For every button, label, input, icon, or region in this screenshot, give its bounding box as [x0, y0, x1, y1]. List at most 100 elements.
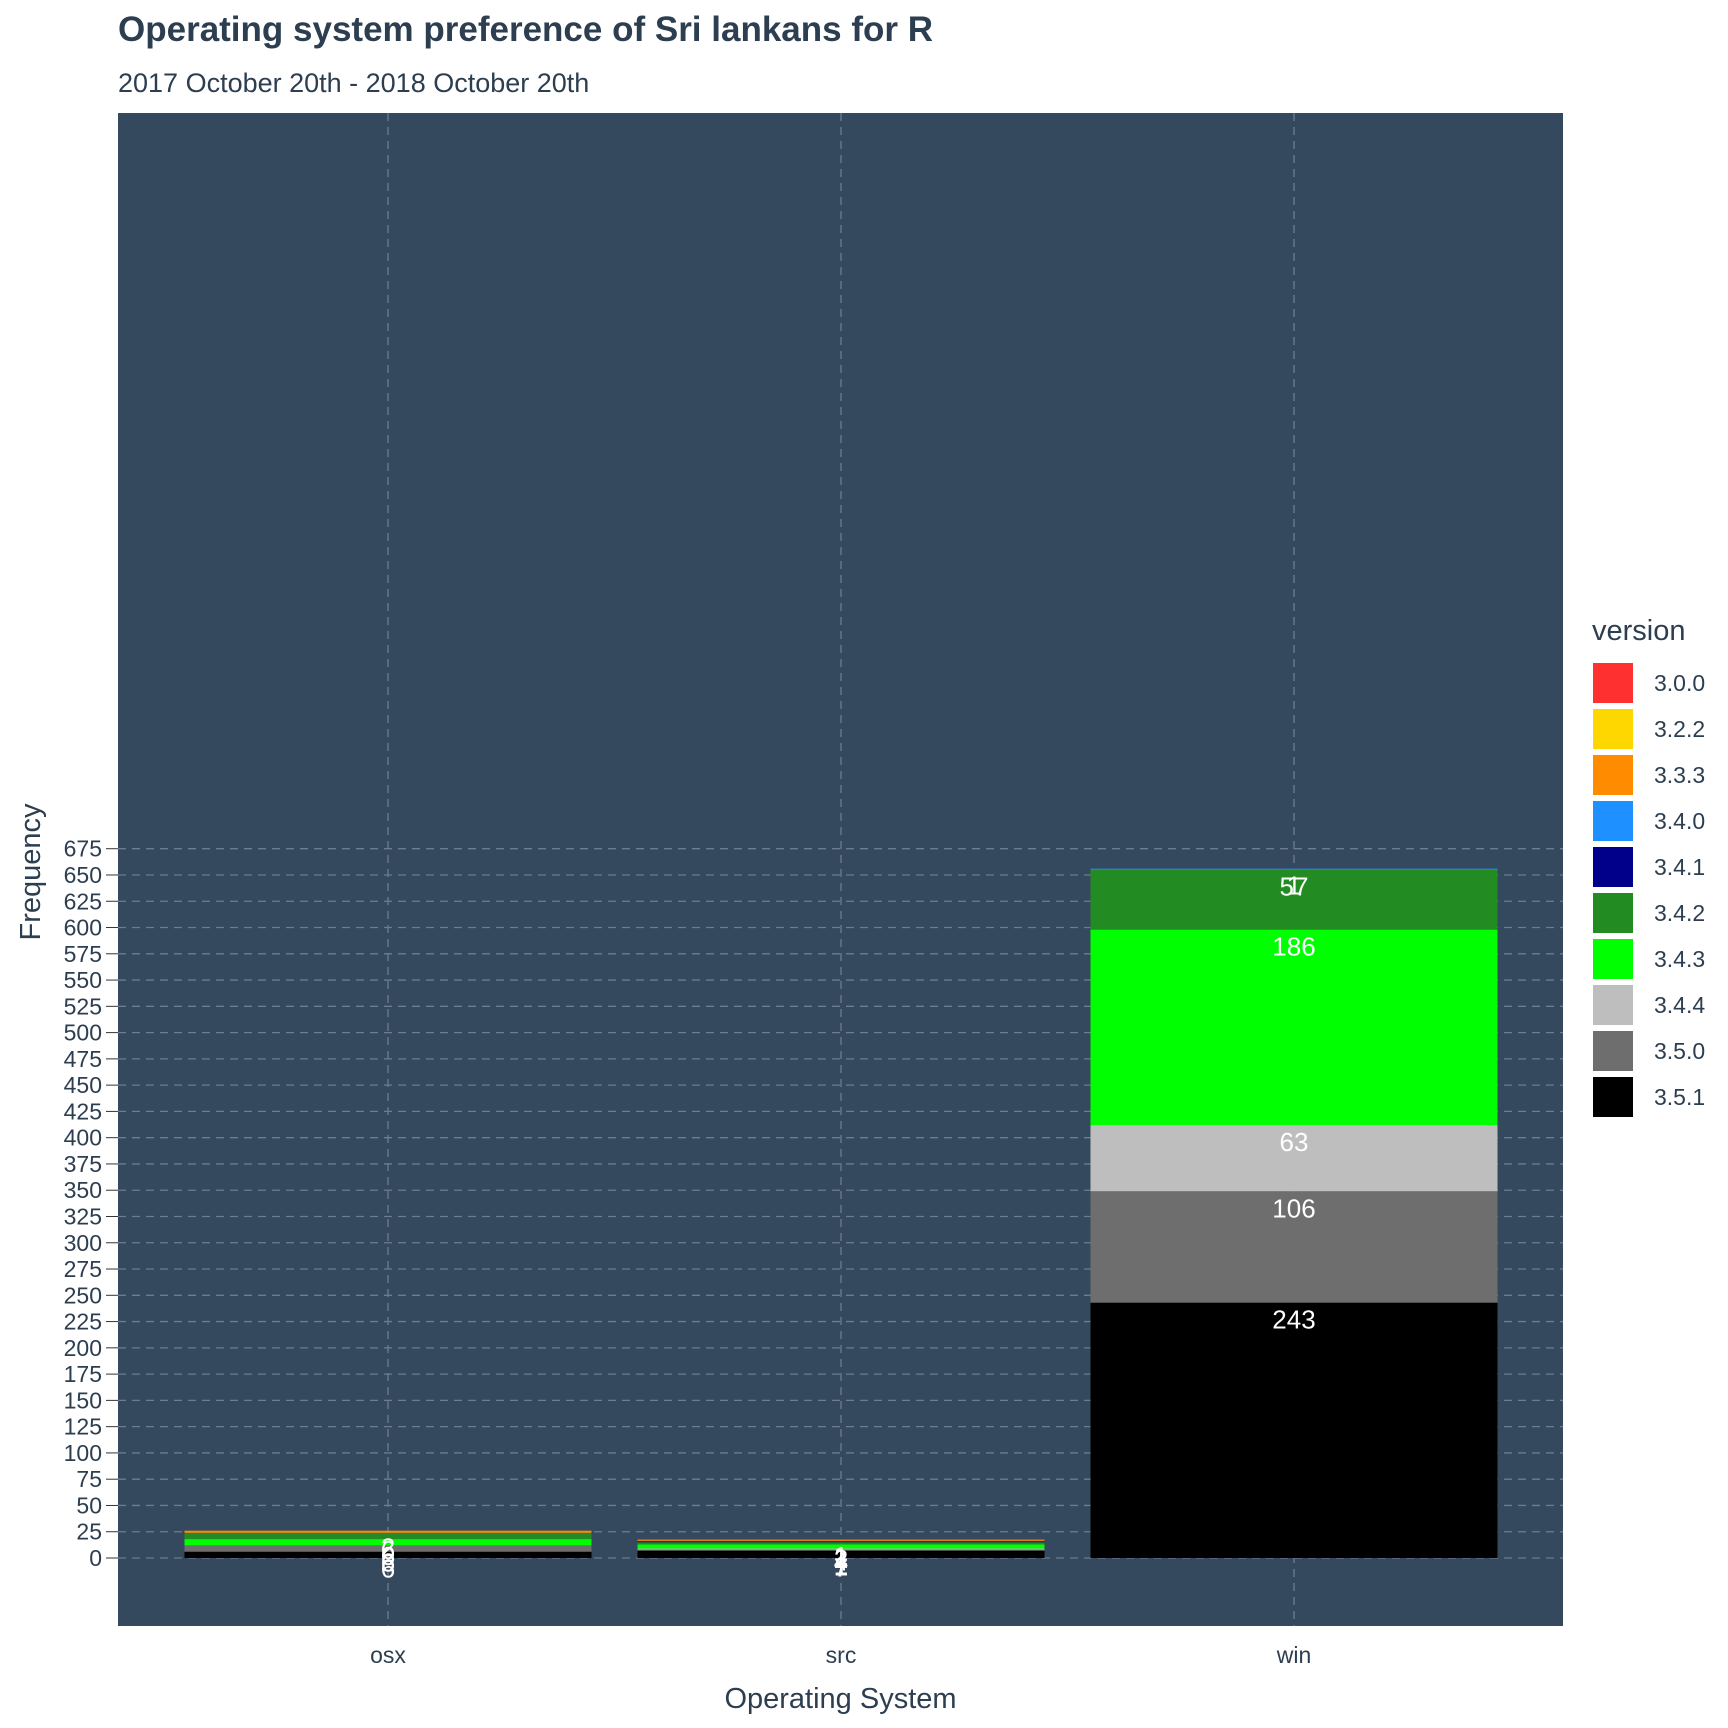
legend-title: version [1592, 615, 1686, 647]
y-tick-label: 0 [89, 1545, 102, 1571]
y-tick-label: 450 [64, 1072, 102, 1098]
legend-label: 3.0.0 [1654, 669, 1706, 696]
y-tick-label: 550 [64, 967, 102, 993]
legend-swatch [1592, 984, 1634, 1026]
y-tick-label: 300 [64, 1230, 102, 1256]
y-tick-label: 525 [64, 993, 102, 1019]
legend-label: 3.4.0 [1654, 807, 1706, 834]
y-tick-label: 125 [64, 1414, 102, 1440]
data-label: 6 [381, 1547, 395, 1577]
legend-item: 3.4.1 [1592, 844, 1705, 890]
y-tick-label: 375 [64, 1151, 102, 1177]
y-tick-label: 200 [64, 1335, 102, 1361]
bar-segment [637, 1548, 1045, 1550]
legend-label: 3.4.4 [1654, 991, 1706, 1018]
data-label: 1 [1287, 871, 1301, 901]
y-tick-label: 400 [64, 1125, 102, 1151]
data-label: 63 [1280, 1127, 1309, 1157]
bar-segment [637, 1550, 1045, 1558]
y-tick-label: 500 [64, 1020, 102, 1046]
y-axis-ticks: 0255075100125150175200225250275300325350… [64, 836, 118, 1571]
y-tick-label: 275 [64, 1256, 102, 1282]
y-tick-label: 425 [64, 1098, 102, 1124]
y-tick-label: 150 [64, 1387, 102, 1413]
legend-items: 3.0.0 3.2.2 3.3.3 3.4.0 3.4.1 3.4.2 3.4.3 3.4.4… [1592, 660, 1705, 1120]
data-label: 1 [834, 1541, 848, 1571]
x-tick-label: osx [370, 1642, 406, 1668]
bar-segment [637, 1540, 1045, 1542]
data-label: 1 [834, 1543, 848, 1573]
data-label: 6 [381, 1554, 395, 1584]
data-label: 1 [834, 1551, 848, 1581]
data-label: 243 [1272, 1305, 1315, 1335]
chart-title: Operating system preference of Sri lanka… [118, 10, 933, 49]
y-tick-label: 175 [64, 1361, 102, 1387]
legend-item: 3.2.2 [1592, 706, 1705, 752]
legend-label: 3.5.0 [1654, 1037, 1706, 1064]
bar-segments [184, 868, 1498, 1558]
data-label: 57 [1280, 872, 1309, 902]
legend-item: 3.4.4 [1592, 982, 1705, 1028]
chart-subtitle: 2017 October 20th - 2018 October 20th [118, 68, 590, 98]
bar-segment [1090, 868, 1498, 870]
x-tick-label: src [826, 1642, 857, 1668]
x-axis-ticks: osx src win [370, 1642, 1311, 1668]
data-label: 186 [1272, 932, 1315, 962]
legend-label: 3.2.2 [1654, 715, 1706, 742]
bar-segment [637, 1539, 1045, 1541]
bar-segment [184, 1532, 592, 1540]
legend-swatch [1592, 892, 1634, 934]
y-tick-label: 575 [64, 941, 102, 967]
y-axis-title: Frequency [15, 803, 47, 941]
legend-item: 3.4.3 [1592, 936, 1705, 982]
y-tick-label: 600 [64, 915, 102, 941]
y-tick-label: 650 [64, 862, 102, 888]
data-label: 2 [834, 1544, 848, 1574]
legend-item: 3.4.0 [1592, 798, 1705, 844]
legend-swatch [1592, 938, 1634, 980]
y-tick-label: 50 [76, 1492, 102, 1518]
legend: version 3.0.0 3.2.2 3.3.3 3.4.0 3.4.1 3.4.2 3.… [1592, 615, 1705, 1120]
legend-label: 3.5.1 [1654, 1083, 1706, 1110]
legend-swatch [1592, 708, 1634, 750]
bar-segment [637, 1549, 1045, 1551]
bar-segment [1090, 1302, 1498, 1558]
legend-label: 3.4.2 [1654, 899, 1706, 926]
legend-item: 3.5.1 [1592, 1074, 1705, 1120]
data-label: 6 [381, 1541, 395, 1571]
data-label: 4 [834, 1546, 848, 1576]
x-tick-label: win [1276, 1642, 1312, 1668]
bar-segment [637, 1541, 1045, 1543]
legend-swatch [1592, 1030, 1634, 1072]
bar-segment [184, 1530, 592, 1533]
bar-segment [1090, 1191, 1498, 1303]
data-label: 106 [1272, 1193, 1315, 1223]
legend-item: 3.4.2 [1592, 890, 1705, 936]
data-label: 1 [834, 1542, 848, 1572]
legend-label: 3.4.1 [1654, 853, 1706, 880]
bar-segment [637, 1544, 1045, 1549]
bar-segment [1090, 929, 1498, 1126]
bar-segment [184, 1539, 592, 1546]
legend-swatch [1592, 1076, 1634, 1118]
bar-segment [184, 1545, 592, 1552]
y-tick-label: 100 [64, 1440, 102, 1466]
data-label: 7 [834, 1553, 848, 1583]
legend-swatch [1592, 846, 1634, 888]
legend-item: 3.5.0 [1592, 1028, 1705, 1074]
y-tick-label: 25 [76, 1519, 102, 1545]
y-tick-label: 350 [64, 1177, 102, 1203]
data-label: 1 [834, 1552, 848, 1582]
y-tick-label: 75 [76, 1466, 102, 1492]
legend-item: 3.0.0 [1592, 660, 1705, 706]
legend-swatch [1592, 800, 1634, 842]
y-tick-label: 675 [64, 836, 102, 862]
legend-swatch [1592, 662, 1634, 704]
y-tick-label: 325 [64, 1203, 102, 1229]
legend-item: 3.3.3 [1592, 752, 1705, 798]
bar-segment [184, 1551, 592, 1558]
legend-label: 3.3.3 [1654, 761, 1706, 788]
data-label: 6 [381, 1535, 395, 1565]
